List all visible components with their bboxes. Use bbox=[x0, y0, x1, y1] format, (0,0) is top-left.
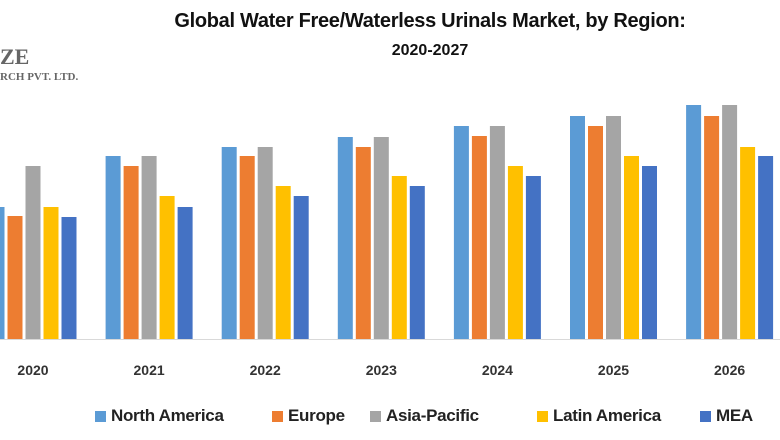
bar-latin-america-2022 bbox=[275, 186, 291, 339]
bar-latin-america-2023 bbox=[391, 176, 407, 339]
legend-swatch bbox=[272, 410, 283, 422]
chart-title: Global Water Free/Waterless Urinals Mark… bbox=[174, 10, 686, 32]
logo-text: ZE bbox=[0, 44, 30, 69]
bar-latin-america-2025 bbox=[624, 156, 639, 339]
legend-label: Europe bbox=[288, 406, 345, 425]
legend-swatch bbox=[537, 410, 548, 422]
bar-latin-america-2021 bbox=[159, 196, 175, 339]
bar-asia-pacific-2023 bbox=[373, 137, 389, 339]
bar-asia-pacific-2022 bbox=[257, 147, 273, 339]
x-tick-label: 2020 bbox=[17, 362, 48, 378]
x-tick-label: 2025 bbox=[598, 362, 629, 378]
legend-item: Asia-Pacific bbox=[370, 406, 479, 426]
bar-europe-2023 bbox=[355, 147, 371, 339]
x-tick-label: 2023 bbox=[366, 362, 397, 378]
legend-label: MEA bbox=[716, 406, 753, 425]
bar-mea-2023 bbox=[409, 186, 425, 339]
bar-mea-2026 bbox=[758, 156, 774, 339]
legend-item: North America bbox=[95, 406, 224, 426]
legend-item: Europe bbox=[272, 406, 345, 426]
bar-north-america-2025 bbox=[570, 116, 585, 339]
bar-asia-pacific-2021 bbox=[141, 156, 157, 339]
x-tick-label: 2026 bbox=[714, 362, 745, 378]
bar-latin-america-2020 bbox=[43, 207, 59, 339]
bar-north-america-2020 bbox=[0, 207, 5, 339]
bar-europe-2024 bbox=[471, 136, 487, 339]
legend-item: MEA bbox=[700, 406, 753, 426]
x-tick-label: 2021 bbox=[134, 362, 165, 378]
x-tick-label: 2022 bbox=[250, 362, 281, 378]
legend-swatch bbox=[700, 410, 711, 422]
legend-label: Asia-Pacific bbox=[386, 406, 479, 425]
bar-mea-2020 bbox=[61, 217, 77, 339]
bar-north-america-2024 bbox=[453, 126, 469, 339]
bar-north-america-2023 bbox=[337, 137, 353, 339]
bar-europe-2021 bbox=[123, 166, 139, 339]
bar-mea-2022 bbox=[293, 196, 309, 339]
legend-label: Latin America bbox=[553, 406, 661, 425]
logo-subtext: RCH PVT. LTD. bbox=[0, 71, 79, 83]
bar-north-america-2021 bbox=[105, 156, 121, 339]
bar-europe-2022 bbox=[239, 156, 255, 339]
legend-swatch bbox=[370, 410, 381, 422]
bar-mea-2025 bbox=[642, 166, 657, 339]
bar-north-america-2026 bbox=[686, 105, 702, 339]
bar-europe-2026 bbox=[704, 116, 720, 339]
bar-latin-america-2026 bbox=[740, 147, 756, 339]
legend-swatch bbox=[95, 410, 106, 422]
bar-asia-pacific-2024 bbox=[489, 126, 505, 339]
bar-latin-america-2024 bbox=[507, 166, 523, 339]
chart-subtitle: 2020-2027 bbox=[391, 42, 469, 59]
x-tick-label: 2024 bbox=[482, 362, 513, 378]
bar-europe-2020 bbox=[7, 216, 23, 339]
bar-mea-2024 bbox=[525, 176, 541, 339]
legend: North America Europe Asia-Pacific Latin Ame… bbox=[0, 406, 780, 430]
bar-asia-pacific-2025 bbox=[606, 116, 621, 339]
bar-mea-2021 bbox=[177, 207, 193, 339]
bar-europe-2025 bbox=[588, 126, 603, 339]
bar-asia-pacific-2020 bbox=[25, 166, 41, 339]
legend-label: North America bbox=[111, 406, 224, 425]
legend-item: Latin America bbox=[537, 406, 661, 426]
bar-asia-pacific-2026 bbox=[722, 105, 738, 339]
bar-north-america-2022 bbox=[221, 147, 237, 339]
